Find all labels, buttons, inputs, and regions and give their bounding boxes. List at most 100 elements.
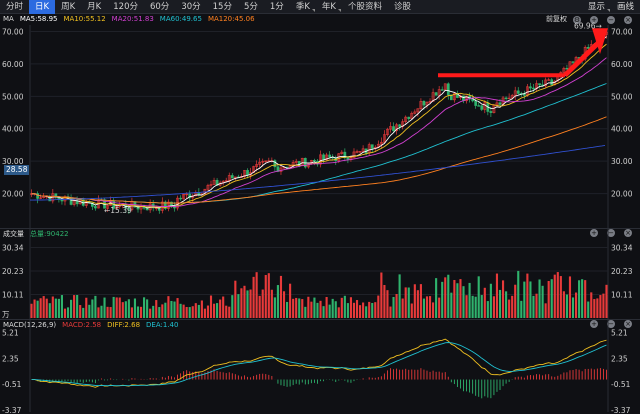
vol-zoom-out-icon[interactable]: −: [607, 229, 615, 237]
volume-bar: [273, 297, 276, 318]
main-pane-controls: 前复权 ⚙ + − ×: [546, 14, 638, 25]
candle-body: [145, 207, 149, 211]
zoom-in-icon[interactable]: +: [590, 15, 598, 24]
candle-body: [291, 162, 295, 167]
volume-bar: [51, 296, 54, 318]
price-tick-left: 60.00: [2, 60, 24, 69]
tab-2[interactable]: 周K: [61, 1, 76, 12]
volume-bar: [380, 272, 383, 318]
price-tick-left: 50.00: [2, 92, 24, 101]
price-tick-left: 70.00: [2, 27, 24, 36]
volume-bar: [477, 276, 480, 318]
candle-body: [474, 100, 478, 106]
macd-tick-right: -0.51: [611, 380, 631, 389]
ma-status-row: MA MA5:58.95 MA10:55.12 MA20:51.83 MA60:…: [0, 14, 640, 25]
volume-bar: [517, 270, 520, 318]
volume-bar: [374, 302, 377, 318]
volume-bar: [237, 294, 240, 318]
settings-icon[interactable]: ⚙: [573, 15, 581, 24]
volume-bar: [505, 291, 508, 318]
volume-bar: [282, 291, 286, 318]
tab-7[interactable]: 15分: [212, 1, 232, 12]
volume-bar: [149, 308, 152, 318]
volume-bar: [438, 297, 441, 318]
tab-6[interactable]: 30分: [181, 1, 201, 12]
candle-body: [358, 151, 362, 153]
ma20-line: [31, 57, 607, 208]
volume-bar: [483, 287, 486, 318]
volume-label[interactable]: 成交量: [3, 229, 24, 238]
ma10-value: MA10:55.12: [63, 15, 106, 23]
volume-bar: [495, 273, 499, 318]
volume-bar: [261, 289, 264, 318]
volume-bar: [386, 290, 389, 318]
volume-bar: [219, 299, 222, 318]
macd-zoom-in-icon[interactable]: +: [590, 320, 598, 328]
candle-body: [230, 175, 234, 179]
volume-bar: [91, 299, 94, 318]
tab-4[interactable]: 120分: [113, 1, 138, 12]
volume-bar: [100, 305, 103, 318]
volume-bar: [45, 298, 48, 318]
volume-bar: [328, 304, 331, 318]
tab-3[interactable]: 月K: [87, 1, 102, 12]
volume-bar: [161, 304, 164, 318]
volume-bar: [60, 295, 64, 318]
candle-body: [209, 184, 213, 186]
volume-bar: [127, 299, 130, 318]
candle-body: [434, 92, 438, 96]
adjust-selector[interactable]: 前复权: [546, 15, 567, 23]
display-button[interactable]: 显示: [582, 0, 611, 14]
candle-body: [562, 67, 566, 73]
volume-bar: [231, 295, 234, 318]
volume-bar: [30, 303, 33, 318]
candle-body: [188, 193, 192, 199]
candle-body: [361, 148, 365, 152]
vol-zoom-in-icon[interactable]: +: [590, 229, 598, 237]
vol-close-icon[interactable]: ×: [624, 229, 632, 237]
tab-12[interactable]: 个股资料: [347, 1, 382, 12]
volume-bar: [170, 300, 173, 318]
volume-bar: [584, 280, 587, 318]
tab-13[interactable]: 诊股: [393, 1, 411, 12]
candle-body: [513, 90, 517, 96]
candle-body: [425, 101, 429, 106]
volume-bar: [337, 307, 340, 318]
close-icon[interactable]: ×: [624, 15, 632, 24]
annotation-arrow-head: [592, 28, 608, 55]
ma-label[interactable]: MA: [3, 15, 14, 23]
volume-bar: [289, 283, 292, 318]
candle-body: [431, 92, 435, 102]
draw-line-button[interactable]: 画线: [616, 1, 634, 12]
volume-bar: [416, 290, 419, 318]
candle-body: [422, 101, 426, 106]
macd-close-icon[interactable]: ×: [624, 320, 632, 328]
vol-tick-right: 30.34: [611, 244, 633, 253]
volume-bar: [179, 303, 182, 318]
candle-body: [72, 200, 76, 205]
volume-bar: [453, 280, 456, 318]
tab-0[interactable]: 分时: [6, 1, 24, 12]
tab-11[interactable]: 年K: [316, 0, 342, 14]
candle-body: [565, 67, 569, 70]
ma120-value: MA120:45.06: [207, 15, 255, 23]
tab-8[interactable]: 5分: [243, 1, 258, 12]
macd-value: MACD:2.58: [62, 320, 102, 329]
tab-10[interactable]: 季K: [290, 0, 316, 14]
zoom-out-icon[interactable]: −: [607, 15, 615, 24]
volume-bar: [82, 307, 85, 318]
tab-5[interactable]: 60分: [149, 1, 170, 12]
tab-1[interactable]: 日K: [29, 0, 56, 14]
volume-bar: [371, 302, 374, 318]
tab-9[interactable]: 1分: [269, 1, 284, 12]
volume-bar: [459, 279, 462, 318]
candle-body: [243, 170, 246, 177]
macd-zoom-out-icon[interactable]: −: [607, 320, 615, 328]
volume-bar: [578, 280, 581, 318]
volume-bar: [54, 298, 57, 318]
volume-bar: [103, 297, 106, 318]
candle-body: [428, 100, 432, 103]
volume-bar: [216, 303, 219, 318]
volume-bar: [599, 295, 602, 318]
